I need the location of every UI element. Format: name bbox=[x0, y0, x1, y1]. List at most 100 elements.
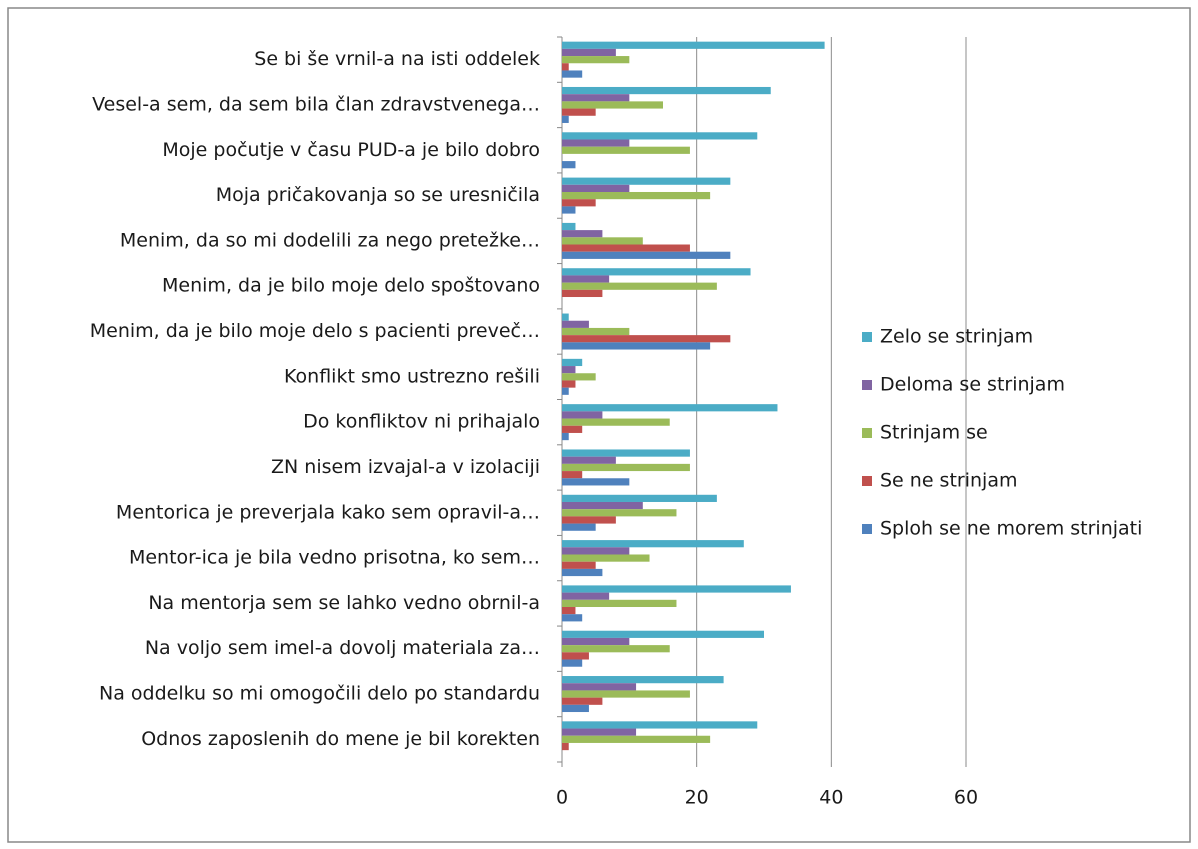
bar bbox=[562, 683, 637, 691]
legend-swatch bbox=[862, 524, 872, 534]
bar bbox=[562, 191, 711, 200]
y-tick-label: Moja pričakovanja so se uresničila bbox=[216, 184, 540, 206]
y-tick-label: ZN nisem izvajal-a v izolaciji bbox=[271, 456, 540, 478]
legend-label: Se ne strinjam bbox=[880, 470, 1017, 492]
bar bbox=[562, 335, 731, 343]
bar bbox=[562, 425, 583, 433]
bar bbox=[562, 230, 603, 238]
bar bbox=[562, 456, 616, 464]
bar bbox=[562, 101, 663, 109]
bar bbox=[562, 735, 711, 743]
y-tick-label: Konflikt smo ustrezno rešili bbox=[284, 365, 540, 387]
bar bbox=[562, 607, 576, 615]
bar bbox=[562, 568, 603, 577]
bar bbox=[562, 418, 670, 426]
bar bbox=[562, 411, 603, 419]
bar bbox=[562, 637, 630, 646]
bar bbox=[562, 237, 643, 245]
bar bbox=[562, 115, 569, 123]
y-tick-label: Mentor-ica je bila vedno prisotna, ko se… bbox=[129, 547, 540, 569]
bar bbox=[562, 327, 630, 336]
legend-label: Deloma se strinjam bbox=[880, 374, 1065, 396]
bar bbox=[562, 516, 616, 524]
bar bbox=[562, 275, 610, 283]
y-tick-label: Mentorica je preverjala kako sem opravil… bbox=[116, 501, 540, 523]
bar bbox=[562, 721, 758, 729]
bar bbox=[562, 199, 596, 207]
bar bbox=[562, 48, 616, 57]
y-tick-label: Na voljo sem imel-a dovolj materiala za… bbox=[145, 637, 540, 659]
x-tick-label: 40 bbox=[819, 787, 843, 809]
bar bbox=[562, 690, 690, 698]
bar bbox=[562, 592, 610, 600]
bar bbox=[562, 659, 583, 667]
bar bbox=[562, 56, 630, 64]
bar bbox=[562, 561, 596, 569]
legend-swatch bbox=[862, 476, 872, 486]
bar bbox=[562, 540, 744, 548]
bar bbox=[562, 380, 576, 388]
bar bbox=[562, 614, 583, 622]
x-tick-label: 20 bbox=[685, 787, 709, 809]
bar bbox=[562, 501, 643, 510]
bar bbox=[562, 161, 576, 169]
bar bbox=[562, 206, 576, 214]
y-tick-label: Menim, da je bilo moje delo spoštovano bbox=[162, 275, 540, 297]
y-tick-label: Odnos zaposlenih do mene je bil korekten bbox=[141, 728, 540, 750]
y-tick-label: Vesel-a sem, da sem bila član zdravstven… bbox=[92, 93, 540, 115]
bar bbox=[562, 404, 778, 412]
bar bbox=[562, 471, 583, 479]
y-tick-label: Se bi še vrnil-a na isti oddelek bbox=[254, 48, 540, 70]
bar bbox=[562, 652, 589, 660]
y-tick-label: Menim, da so mi dodelili za nego pretežk… bbox=[120, 229, 540, 251]
bar bbox=[562, 313, 569, 321]
bar bbox=[562, 509, 677, 517]
bar bbox=[562, 742, 569, 751]
bar bbox=[562, 630, 764, 638]
legend-swatch bbox=[862, 380, 872, 390]
bar bbox=[562, 387, 569, 395]
bar bbox=[562, 704, 589, 713]
bar bbox=[562, 676, 724, 684]
y-tick-label: Menim, da je bilo moje delo s pacienti p… bbox=[90, 320, 540, 342]
bar bbox=[562, 177, 731, 185]
bar bbox=[562, 358, 583, 367]
bar bbox=[562, 585, 791, 593]
bar bbox=[562, 449, 690, 457]
legend-label: Sploh se ne morem strinjati bbox=[880, 518, 1142, 540]
legend-label: Zelo se strinjam bbox=[880, 326, 1033, 348]
bar bbox=[562, 554, 650, 562]
y-tick-label: Na oddelku so mi omogočili delo po stand… bbox=[99, 683, 540, 705]
legend-label: Strinjam se bbox=[880, 422, 988, 444]
bar bbox=[562, 132, 758, 140]
bar bbox=[562, 108, 596, 116]
bar bbox=[562, 366, 576, 374]
bar bbox=[562, 547, 630, 555]
bar bbox=[562, 599, 677, 608]
bar bbox=[562, 494, 717, 502]
bar bbox=[562, 86, 771, 95]
bar bbox=[562, 478, 630, 486]
x-tick-label: 0 bbox=[556, 787, 568, 809]
bar bbox=[562, 146, 690, 154]
bar bbox=[562, 697, 603, 705]
bar bbox=[562, 94, 630, 102]
bar bbox=[562, 41, 825, 49]
y-tick-label: Moje počutje v času PUD-a je bilo dobro bbox=[162, 139, 540, 161]
bar bbox=[562, 268, 751, 276]
bar bbox=[562, 342, 711, 350]
bar bbox=[562, 184, 630, 192]
x-tick-label: 60 bbox=[954, 787, 978, 809]
bar bbox=[562, 432, 569, 441]
bar bbox=[562, 728, 637, 736]
bar bbox=[562, 289, 603, 298]
bar bbox=[562, 523, 596, 531]
bar bbox=[562, 645, 670, 653]
bar bbox=[562, 282, 717, 290]
bar bbox=[562, 251, 731, 259]
bar bbox=[562, 244, 690, 252]
y-tick-label: Na mentorja sem se lahko vedno obrnil-a bbox=[148, 592, 540, 614]
bar bbox=[562, 63, 569, 71]
bar bbox=[562, 139, 630, 147]
